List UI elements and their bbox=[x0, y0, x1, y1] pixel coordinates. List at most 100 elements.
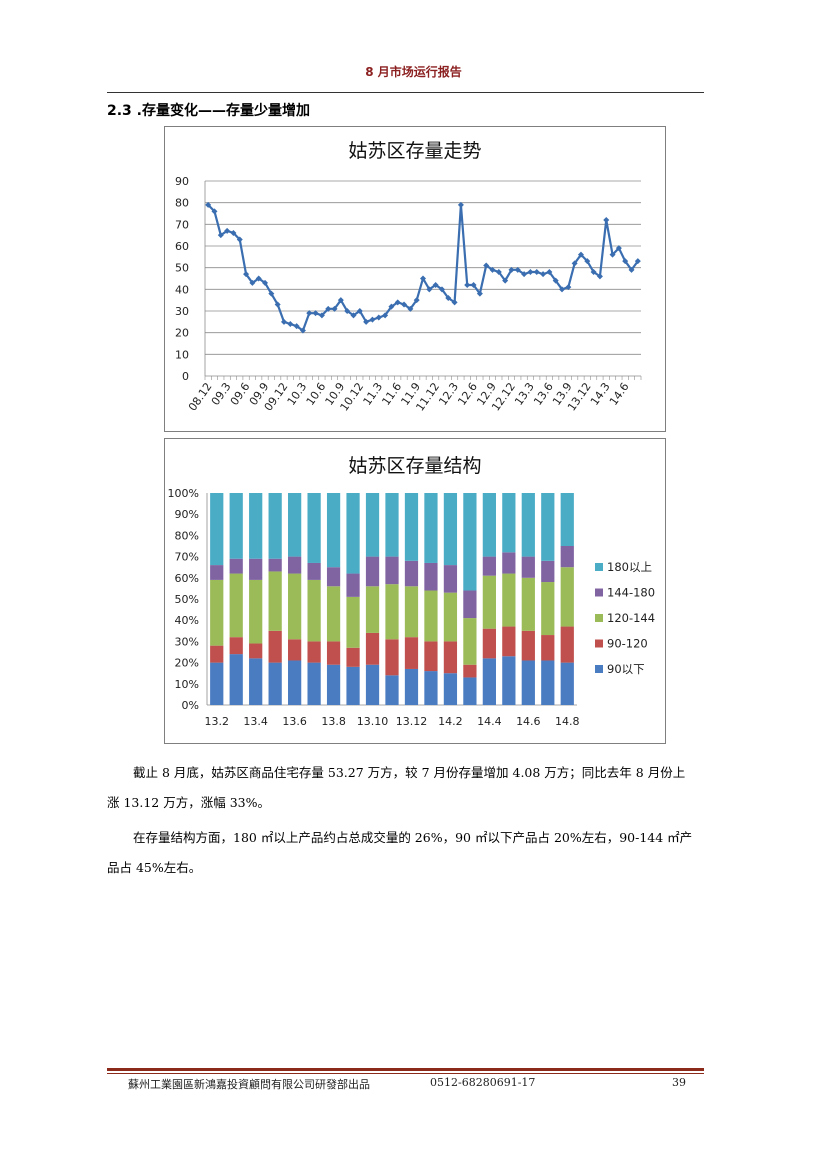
data-point bbox=[420, 275, 426, 282]
bar-segment bbox=[365, 664, 380, 705]
data-point bbox=[306, 310, 313, 317]
legend-swatch bbox=[595, 588, 603, 597]
bar-segment bbox=[365, 586, 380, 633]
bar-segment bbox=[443, 592, 458, 642]
x-tick-label: 14.4 bbox=[477, 715, 502, 728]
bar-segment bbox=[541, 635, 555, 661]
paragraph-inventory-structure: 在存量结构方面，180 ㎡以上产品约占总成交量的 26%，90 ㎡以下产品占 2… bbox=[107, 823, 697, 883]
bar-segment bbox=[463, 664, 477, 678]
bar-segment bbox=[229, 558, 243, 574]
x-tick-label: 14.6 bbox=[607, 380, 632, 408]
y-tick-label: 70% bbox=[175, 551, 199, 564]
data-point bbox=[565, 284, 572, 291]
bar-segment bbox=[424, 671, 438, 705]
data-point bbox=[356, 308, 363, 314]
y-tick-label: 0 bbox=[182, 370, 189, 383]
y-tick-label: 30% bbox=[175, 635, 199, 648]
bar-segment bbox=[560, 546, 574, 568]
y-tick-label: 60 bbox=[175, 240, 189, 253]
data-point bbox=[255, 275, 262, 282]
x-tick-label: 13.8 bbox=[321, 715, 346, 728]
bar-segment bbox=[249, 558, 263, 580]
bar-segment bbox=[404, 493, 419, 561]
data-point bbox=[287, 321, 294, 327]
legend-label: 90-120 bbox=[607, 637, 648, 651]
inventory-trend-svg: 姑苏区存量走势010203040506070809008.1209.309.60… bbox=[175, 140, 642, 414]
data-point bbox=[533, 269, 540, 275]
data-point bbox=[521, 271, 528, 278]
y-tick-label: 30 bbox=[175, 305, 189, 318]
bar-segment bbox=[249, 643, 263, 659]
data-point bbox=[464, 282, 471, 288]
data-point bbox=[388, 303, 395, 310]
x-tick-label: 13.12 bbox=[396, 715, 428, 728]
bar-segment bbox=[268, 558, 282, 572]
legend-swatch bbox=[595, 665, 603, 673]
data-point bbox=[331, 305, 338, 312]
bar-segment bbox=[307, 493, 321, 563]
bar-segment bbox=[326, 493, 341, 568]
bar-segment bbox=[288, 660, 302, 705]
y-tick-label: 40% bbox=[175, 614, 199, 627]
bar-segment bbox=[521, 556, 535, 578]
bar-segment bbox=[463, 493, 477, 591]
bar-segment bbox=[385, 639, 399, 676]
x-tick-label: 09.3 bbox=[209, 380, 234, 408]
data-point bbox=[609, 251, 616, 258]
bar-segment bbox=[249, 493, 263, 559]
bar-segment bbox=[482, 556, 496, 576]
bar-segment bbox=[346, 647, 360, 667]
bar-segment bbox=[560, 567, 574, 627]
data-point bbox=[502, 277, 509, 284]
data-point bbox=[470, 282, 477, 288]
x-tick-label: 13.4 bbox=[243, 715, 268, 728]
bar-segment bbox=[541, 582, 555, 636]
footer-divider-thick bbox=[107, 1068, 704, 1071]
bar-segment bbox=[346, 596, 360, 648]
paragraph-text: 截止 8 月底，姑苏区商品住宅存量 53.27 万方，较 7 月份存量增加 4.… bbox=[107, 765, 686, 810]
bar-segment bbox=[560, 662, 574, 705]
data-point bbox=[432, 282, 439, 288]
bar-segment bbox=[502, 626, 516, 657]
data-point bbox=[476, 290, 483, 297]
bar-segment bbox=[210, 565, 224, 580]
bar-segment bbox=[346, 573, 360, 597]
data-point bbox=[584, 258, 591, 265]
data-point bbox=[489, 266, 496, 273]
bar-segment bbox=[268, 571, 282, 631]
data-point bbox=[344, 308, 351, 314]
data-point bbox=[375, 314, 382, 321]
x-tick-label: 12.6 bbox=[455, 380, 480, 408]
y-tick-label: 80 bbox=[175, 197, 189, 210]
bar-segment bbox=[210, 662, 224, 705]
data-point bbox=[495, 269, 502, 275]
data-point bbox=[401, 301, 408, 308]
bar-segment bbox=[249, 658, 263, 705]
bar-segment bbox=[288, 639, 302, 661]
x-tick-label: 13.6 bbox=[282, 715, 307, 728]
bar-segment bbox=[229, 637, 243, 655]
x-tick-label: 09.6 bbox=[228, 380, 253, 408]
data-point bbox=[363, 318, 370, 325]
data-point bbox=[426, 286, 433, 293]
bar-segment bbox=[326, 586, 341, 642]
data-point bbox=[236, 236, 243, 243]
footer-phone: 0512-68280691-17 bbox=[430, 1076, 536, 1089]
y-tick-label: 40 bbox=[175, 283, 189, 296]
data-point bbox=[205, 201, 212, 208]
y-tick-label: 20 bbox=[175, 327, 189, 340]
data-point bbox=[540, 271, 547, 278]
bar-segment bbox=[307, 562, 321, 580]
x-tick-label: 14.6 bbox=[516, 715, 541, 728]
legend-label: 180以上 bbox=[607, 560, 652, 574]
bar-segment bbox=[404, 637, 419, 669]
bar-segment bbox=[385, 556, 399, 585]
inventory-structure-svg: 姑苏区存量结构 0% 10% 20% 30% 40% 50% 60% 70% 80% 90% 100%… bbox=[168, 455, 656, 728]
data-point bbox=[634, 258, 641, 265]
data-point bbox=[622, 258, 629, 265]
data-point bbox=[369, 316, 376, 323]
data-point bbox=[603, 217, 610, 223]
data-point bbox=[628, 266, 635, 273]
y-tick-label: 50% bbox=[175, 593, 199, 606]
x-tick-label: 14.3 bbox=[588, 380, 613, 408]
